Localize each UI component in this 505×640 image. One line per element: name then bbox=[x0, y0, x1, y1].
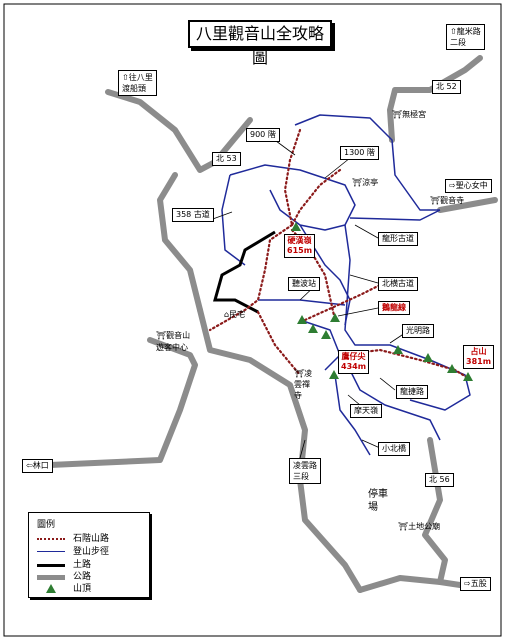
label-motian: 摩天嶺 bbox=[350, 404, 382, 418]
arrow-up-icon: ⇧ bbox=[450, 27, 457, 36]
label-linyun-road: 凌雲路 三段 bbox=[289, 458, 321, 484]
place-tudi-temple: ⛩土地公廟 bbox=[398, 522, 441, 531]
peak-marker-7 bbox=[447, 364, 457, 373]
road-bei53 bbox=[157, 172, 203, 313]
label-stairs-900: 900 階 bbox=[246, 128, 280, 142]
label-xiaobei: 小北橋 bbox=[378, 442, 410, 456]
peak-yinghan-label: 硬漢嶺 615m bbox=[284, 234, 316, 258]
trail-north bbox=[294, 114, 440, 211]
peak-yingzijian-label: 鷹仔尖 434m bbox=[338, 350, 370, 374]
road-label-bei56: 北 56 bbox=[425, 473, 454, 487]
place-linyun-temple: ⛩凌 雲禪 寺 bbox=[294, 369, 313, 400]
arrow-right-icon: ⇨ bbox=[449, 181, 456, 190]
direction-shengxin: ⇨聖心女中 bbox=[445, 179, 492, 193]
trail-beiling bbox=[299, 224, 351, 326]
road-linyun bbox=[197, 307, 363, 593]
road-label-bei52: 北 52 bbox=[432, 80, 461, 94]
legend-item-dirt: 土路 bbox=[37, 559, 147, 571]
legend-swatch-line bbox=[37, 551, 65, 552]
peak-marker-1 bbox=[297, 315, 307, 324]
trail-south bbox=[344, 359, 441, 441]
label-trail-358: 358 古道 bbox=[172, 208, 214, 222]
place-liangting: ⛩涼亭 bbox=[352, 178, 379, 187]
peak-marker-4 bbox=[330, 313, 340, 322]
trail-loop bbox=[229, 164, 356, 231]
place-parking: 停車 場 bbox=[368, 489, 388, 513]
peak-marker-3 bbox=[321, 330, 331, 339]
legend: 圖例 石階山路 登山步徑 土路 公路 山頂 bbox=[28, 512, 150, 598]
temple-icon: ⛩ bbox=[294, 369, 305, 378]
peak-yinghan-marker bbox=[291, 222, 301, 231]
temple-icon: ⛩ bbox=[392, 110, 403, 119]
dirt-road bbox=[213, 230, 276, 314]
direction-wugu: ⇨五股 bbox=[460, 577, 491, 591]
map-border bbox=[3, 3, 502, 637]
direction-bali-ferry: ⇧往八里 渡船頭 bbox=[118, 70, 157, 96]
house-icon: ⌂ bbox=[224, 310, 230, 319]
label-longxing: 龍形古道 bbox=[378, 232, 418, 246]
legend-item-trail: 登山步徑 bbox=[37, 546, 147, 558]
trails bbox=[221, 114, 471, 456]
place-guanyin-temple: ⛩觀音寺 bbox=[430, 196, 465, 205]
arrow-up-icon: ⇧ bbox=[122, 73, 129, 82]
temple-icon: ⛩ bbox=[430, 196, 441, 205]
direction-linkou: ⇦林口 bbox=[22, 459, 53, 473]
peak-zhanshan-marker bbox=[463, 372, 473, 381]
stairs-900 bbox=[283, 128, 302, 227]
legend-header: 圖例 bbox=[37, 520, 56, 530]
legend-item-road: 公路 bbox=[37, 571, 147, 583]
direction-longmi: ⇧龍米路 二段 bbox=[446, 24, 485, 50]
label-longcheng: 龍捷路 bbox=[396, 385, 428, 399]
trail-358 bbox=[221, 174, 246, 266]
arrow-right-icon: ⇨ bbox=[464, 579, 471, 588]
road-linkou bbox=[47, 337, 198, 468]
legend-swatch-thick bbox=[37, 564, 65, 567]
road-bei56 bbox=[422, 437, 448, 585]
label-beiling: 北横古道 bbox=[378, 277, 418, 291]
stairs-west bbox=[208, 223, 294, 332]
peak-markers bbox=[291, 222, 473, 381]
place-visitor-center: ⛩觀音山 遊客中心 bbox=[156, 331, 191, 352]
stairs-zhulong bbox=[303, 283, 382, 322]
trail-mid bbox=[299, 319, 341, 371]
peak-marker-6 bbox=[423, 353, 433, 362]
peak-marker-2 bbox=[308, 324, 318, 333]
peak-marker-5 bbox=[393, 345, 403, 354]
legend-swatch-dotted bbox=[37, 538, 65, 540]
place-wuji-temple: ⛩無極宮 bbox=[392, 110, 427, 119]
peak-yingzijian-marker bbox=[329, 370, 339, 379]
trail-xiaobei bbox=[334, 374, 371, 456]
peak-zhanshan-label: 占山 381m bbox=[463, 345, 495, 369]
road-shengxin bbox=[437, 197, 498, 213]
arrow-left-icon: ⇦ bbox=[26, 461, 33, 470]
stairs-1300 bbox=[290, 168, 342, 227]
building-icon: ⛩ bbox=[156, 331, 167, 340]
legend-item-stairs: 石階山路 bbox=[37, 533, 147, 545]
legend-swatch-road bbox=[37, 575, 65, 580]
trail-longxing bbox=[349, 209, 441, 221]
place-minzhai: ⌂民宅 bbox=[224, 310, 246, 319]
road-label-bei53: 北 53 bbox=[212, 152, 241, 166]
legend-item-peak: 山頂 bbox=[37, 583, 147, 595]
legend-triangle-icon bbox=[46, 584, 56, 593]
shrine-icon: ⛩ bbox=[398, 522, 409, 531]
label-zhulong: 鵝龍線 bbox=[378, 301, 410, 315]
label-tingbo: 聽波站 bbox=[288, 277, 320, 291]
stairs-linyun bbox=[256, 310, 302, 377]
label-stairs-1300: 1300 階 bbox=[340, 146, 379, 160]
trail-east bbox=[344, 224, 471, 411]
map-title: 八里觀音山全攻略圖 bbox=[188, 20, 332, 67]
road-longmi bbox=[387, 55, 483, 143]
label-guangming: 光明路 bbox=[402, 324, 434, 338]
pavilion-icon: ⛩ bbox=[352, 178, 363, 187]
road-wugu bbox=[357, 575, 463, 593]
